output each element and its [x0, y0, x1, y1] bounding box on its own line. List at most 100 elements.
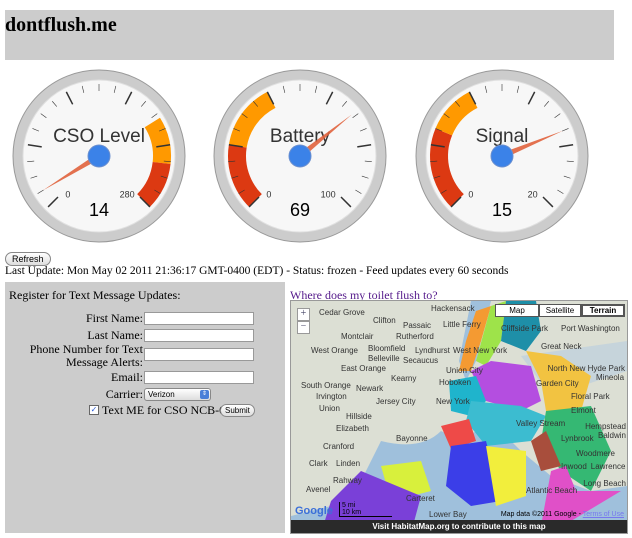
map-place-label: Floral Park	[571, 392, 611, 401]
minor-tick	[361, 175, 369, 179]
minor-tick	[158, 128, 166, 132]
terms-of-use-link[interactable]: Terms of Use	[582, 511, 624, 518]
map-place-label: Long Beach	[583, 479, 626, 488]
refresh-button[interactable]: Refresh	[5, 252, 51, 266]
district	[541, 406, 611, 491]
map-type-satellite[interactable]: Satellite	[539, 304, 581, 317]
minor-tick	[140, 101, 146, 107]
map-place-label: Hoboken	[439, 378, 471, 387]
gauge-band	[228, 144, 262, 207]
major-tick	[559, 143, 574, 148]
text-me-checkbox[interactable]: ✓	[89, 405, 99, 415]
map-link[interactable]: Where does my toilet flush to?	[290, 288, 438, 302]
zoom-in-button[interactable]: +	[297, 308, 310, 321]
district	[486, 446, 526, 506]
gauge-hub	[87, 144, 111, 168]
map-canvas[interactable]: Hackensack Cedar Grove Clifton Passaic Littl…	[291, 301, 627, 533]
map-scale: 5 mi 10 km	[339, 502, 392, 517]
map-place-label: Cliffside Park	[501, 324, 549, 333]
last-name-input[interactable]	[144, 329, 254, 342]
map-type-terrain[interactable]: Terrain	[581, 304, 625, 317]
form-title: Register for Text Message Updates:	[9, 288, 181, 302]
status-text: Last Update: Mon May 02 2011 21:36:17 GM…	[5, 265, 509, 277]
minor-tick	[430, 160, 438, 162]
district	[526, 351, 591, 411]
minor-tick	[113, 85, 117, 93]
map-place-label: New York	[436, 397, 471, 406]
minor-tick	[557, 189, 564, 194]
submit-button[interactable]: Submit	[220, 404, 255, 417]
major-tick	[139, 196, 151, 208]
map-place-label: Clifton	[373, 316, 396, 325]
major-tick	[248, 196, 260, 208]
major-tick	[156, 143, 171, 148]
phone-label: Phone Number for Text Message Alerts:	[29, 342, 143, 369]
map-place-label: Hempstead	[585, 422, 626, 431]
map-place-label: Irvington	[316, 392, 347, 401]
map-place-label: East Orange	[341, 364, 386, 373]
map-place-label: Newark	[356, 384, 384, 393]
map-place-label: Cedar Grove	[319, 308, 365, 317]
minor-tick	[233, 128, 241, 132]
gauge-min-label: 0	[65, 190, 70, 200]
minor-tick	[81, 85, 85, 93]
gauge-hub	[490, 144, 514, 168]
map[interactable]: Hackensack Cedar Grove Clifton Passaic Littl…	[290, 300, 628, 534]
major-tick	[47, 196, 59, 208]
minor-tick	[40, 113, 47, 119]
gauge-label: Signal	[476, 126, 529, 147]
habitatmap-footer[interactable]: Visit HabitatMap.org to contribute to th…	[291, 520, 627, 533]
carrier-label: Carrier:	[105, 387, 143, 401]
minor-tick	[455, 101, 461, 107]
minor-tick	[241, 113, 248, 119]
gauge-band	[144, 117, 171, 165]
map-place-label: Garden City	[536, 379, 579, 388]
map-place-label: Rutherford	[396, 332, 434, 341]
minor-tick	[440, 189, 447, 194]
site-title: dontflush.me	[5, 14, 117, 36]
gauge-value: 15	[492, 200, 512, 220]
carrier-select[interactable]: Verizon ⇕	[144, 388, 211, 401]
first-name-label: First Name:	[86, 311, 143, 325]
minor-tick	[238, 189, 245, 194]
map-place-label: Hillside	[346, 412, 372, 421]
gauge-min-label: 0	[468, 190, 473, 200]
first-name-input[interactable]	[144, 312, 254, 325]
gauge-min-label: 0	[266, 190, 271, 200]
map-place-label: Linden	[336, 459, 360, 468]
minor-tick	[433, 175, 441, 179]
map-place-label: Lawrence	[591, 462, 626, 471]
district	[446, 441, 501, 506]
map-place-label: Carteret	[406, 494, 436, 503]
district	[471, 361, 541, 411]
email-input[interactable]	[144, 371, 254, 384]
major-tick	[325, 91, 334, 105]
map-type-map[interactable]: Map	[495, 304, 539, 317]
minor-tick	[543, 101, 549, 107]
map-place-label: Montclair	[341, 332, 374, 341]
gauge-label: Battery	[270, 126, 331, 147]
minor-tick	[154, 189, 161, 194]
minor-tick	[561, 128, 569, 132]
header: dontflush.me	[5, 10, 614, 60]
minor-tick	[228, 160, 236, 162]
gauge-band	[430, 128, 464, 207]
major-tick	[542, 196, 554, 208]
phone-input[interactable]	[144, 348, 254, 361]
map-place-label: Bayonne	[396, 434, 428, 443]
minor-tick	[563, 175, 571, 179]
major-tick	[124, 91, 133, 105]
zoom-out-button[interactable]: −	[297, 321, 310, 334]
major-tick	[340, 196, 352, 208]
gauge-cso-level: CSO Level 0 280 14	[12, 69, 186, 243]
map-place-label: Lynbrook	[561, 434, 595, 443]
major-tick	[266, 91, 275, 105]
gauge-value: 14	[89, 200, 109, 220]
minor-tick	[554, 113, 561, 119]
major-tick	[527, 91, 536, 105]
map-place-label: Bloomfield	[368, 344, 405, 353]
last-name-label: Last Name:	[87, 328, 143, 342]
minor-tick	[443, 113, 450, 119]
major-tick	[357, 143, 372, 148]
district	[476, 301, 506, 366]
